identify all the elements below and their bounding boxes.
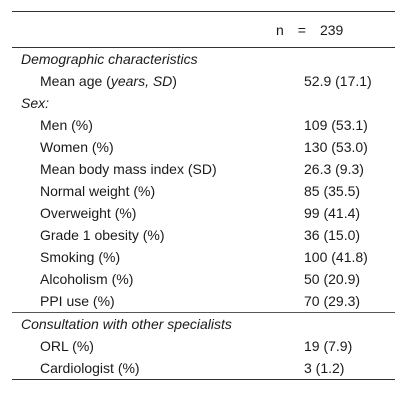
table-row: PPI use (%) 70 (29.3) [12, 290, 395, 313]
section-title: Demographic characteristics [21, 51, 198, 67]
table-header-row: n = 239 [12, 11, 395, 48]
n-value: 239 [319, 21, 344, 38]
table-row: Women (%) 130 (53.0) [12, 136, 395, 158]
section-title: Sex: [21, 95, 50, 111]
characteristics-table-container: n = 239 Demographic characteristics Mean a… [12, 11, 395, 380]
section-title: Consultation with other specialists [12, 312, 395, 335]
row-value: 36 (15.0) [304, 227, 361, 243]
n-symbol: n [276, 21, 284, 38]
row-label: ORL (%) [40, 338, 94, 354]
row-value: 70 (29.3) [304, 293, 361, 309]
section-header-consultation: Consultation with other specialists [12, 312, 395, 335]
sample-size-header: n = 239 [12, 12, 395, 48]
table-row: Cardiologist (%) 3 (1.2) [12, 357, 395, 380]
row-label: Overweight (%) [40, 205, 137, 221]
label-text: ) [172, 73, 177, 89]
table-row: ORL (%) 19 (7.9) [12, 335, 395, 357]
table-row: Mean body mass index (SD) 26.3 (9.3) [12, 158, 395, 180]
row-label: Women (%) [40, 139, 114, 155]
row-value: 3 (1.2) [304, 357, 395, 380]
row-value: 19 (7.9) [304, 338, 353, 354]
section-header-sex: Sex: [12, 92, 395, 114]
table-row: Mean age (years, SD) 52.9 (17.1) [12, 70, 395, 92]
label-text: Mean age ( [40, 73, 111, 89]
section-header-demographics: Demographic characteristics [12, 48, 395, 71]
table-row: Men (%) 109 (53.1) [12, 114, 395, 136]
table-row: Overweight (%) 99 (41.4) [12, 202, 395, 224]
label-italic-text: years, SD [110, 73, 173, 89]
row-value: 109 (53.1) [304, 117, 368, 133]
table-row: Smoking (%) 100 (41.8) [12, 246, 395, 268]
table-row: Normal weight (%) 85 (35.5) [12, 180, 395, 202]
row-label: Smoking (%) [40, 249, 121, 265]
row-value: 26.3 (9.3) [304, 161, 364, 177]
row-label: Men (%) [40, 117, 93, 133]
row-label: Alcoholism (%) [40, 271, 134, 287]
row-value: 85 (35.5) [304, 183, 361, 199]
row-value: 50 (20.9) [304, 271, 361, 287]
row-label: PPI use (%) [40, 293, 115, 309]
row-value: 99 (41.4) [304, 205, 361, 221]
row-label: Cardiologist (%) [12, 357, 304, 380]
row-value: 130 (53.0) [304, 139, 368, 155]
table-row: Alcoholism (%) 50 (20.9) [12, 268, 395, 290]
row-value: 100 (41.8) [304, 249, 368, 265]
row-label: Grade 1 obesity (%) [40, 227, 165, 243]
equals-sign: = [297, 21, 306, 38]
row-label: Mean body mass index (SD) [40, 161, 217, 177]
row-label: Normal weight (%) [40, 183, 156, 199]
row-label-mean-age: Mean age (years, SD) [12, 70, 304, 92]
row-value: 52.9 (17.1) [304, 73, 372, 89]
characteristics-table: n = 239 Demographic characteristics Mean a… [12, 11, 395, 380]
table-row: Grade 1 obesity (%) 36 (15.0) [12, 224, 395, 246]
